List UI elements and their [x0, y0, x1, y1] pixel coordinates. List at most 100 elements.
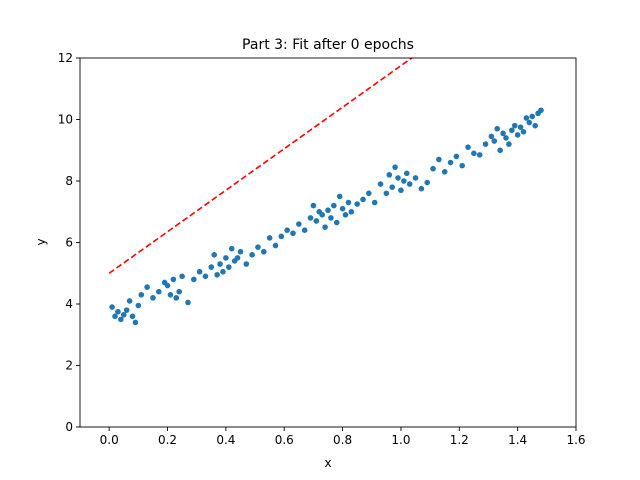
y-tick-label: 12 — [58, 51, 73, 65]
data-point — [120, 311, 127, 318]
plot-frame — [79, 57, 577, 428]
data-point — [243, 261, 250, 267]
data-point — [503, 135, 509, 141]
data-point — [176, 288, 182, 295]
data-point — [412, 175, 419, 181]
x-axis-ticks: 0.0 0.2 0.4 0.6 0.8 1.0 1.2 1.4 1.6 — [100, 427, 586, 447]
data-point — [223, 255, 229, 261]
data-point — [424, 179, 431, 186]
data-point — [339, 205, 346, 212]
data-point — [296, 221, 302, 227]
data-point — [115, 308, 121, 315]
data-point — [261, 248, 267, 255]
data-point — [190, 276, 197, 283]
data-point — [383, 190, 390, 197]
plot-marks — [108, 58, 544, 326]
x-tick-label: 1.6 — [566, 433, 585, 447]
data-point — [313, 218, 320, 224]
data-point — [526, 119, 533, 126]
y-tick-label: 10 — [58, 113, 73, 127]
data-point — [506, 141, 512, 147]
data-point — [272, 242, 279, 249]
data-point — [196, 268, 203, 275]
data-point — [173, 295, 180, 301]
data-point — [129, 313, 136, 320]
x-axis-label: x — [324, 456, 331, 470]
data-point — [482, 141, 489, 147]
data-point — [494, 125, 501, 132]
data-point — [403, 170, 410, 177]
y-tick-label: 8 — [65, 174, 73, 188]
data-point — [211, 252, 218, 258]
data-point — [322, 224, 328, 230]
y-axis-ticks: 0 2 4 6 8 10 12 — [58, 51, 80, 434]
data-point — [360, 196, 366, 203]
y-tick-label: 4 — [65, 297, 73, 311]
data-point — [301, 227, 308, 233]
data-point — [436, 156, 442, 163]
data-point — [517, 124, 524, 130]
x-tick-label: 1.0 — [391, 433, 410, 447]
data-point — [249, 252, 255, 258]
data-point — [118, 316, 124, 323]
data-point — [208, 264, 215, 270]
data-point — [520, 129, 527, 135]
data-point — [126, 298, 133, 304]
data-point — [202, 273, 209, 280]
data-point — [135, 302, 142, 309]
data-point — [398, 187, 404, 194]
data-point — [220, 268, 226, 275]
data-point — [328, 215, 334, 221]
data-point — [214, 271, 220, 278]
data-point — [150, 295, 156, 301]
data-point — [319, 212, 325, 218]
data-point — [453, 153, 460, 160]
data-point — [348, 208, 355, 215]
data-point — [511, 122, 518, 129]
data-point — [170, 276, 177, 283]
data-point — [237, 248, 244, 255]
data-point — [538, 107, 544, 114]
x-tick-label: 1.4 — [508, 433, 527, 447]
data-point — [290, 230, 296, 237]
data-point — [185, 299, 191, 306]
y-tick-label: 6 — [65, 236, 73, 250]
data-point — [112, 313, 118, 320]
data-point — [532, 122, 538, 129]
data-point — [345, 199, 352, 206]
data-point — [447, 159, 454, 166]
data-point — [529, 113, 536, 120]
y-tick-label: 0 — [65, 420, 73, 434]
x-tick-label: 0.4 — [216, 433, 235, 447]
data-point — [371, 199, 378, 206]
x-tick-label: 1.2 — [450, 433, 469, 447]
data-point — [164, 282, 171, 289]
data-point — [366, 190, 372, 197]
data-point — [331, 202, 337, 209]
data-point — [491, 138, 498, 144]
data-point — [523, 115, 530, 121]
plot-area — [79, 57, 577, 428]
data-point — [109, 304, 115, 310]
y-tick-label: 2 — [65, 359, 73, 373]
data-point — [226, 264, 232, 270]
x-tick-label: 0.8 — [333, 433, 352, 447]
data-point — [465, 144, 471, 150]
data-point — [406, 181, 413, 187]
data-point — [509, 127, 515, 134]
data-point — [418, 185, 425, 192]
data-point — [395, 175, 401, 181]
data-point — [123, 307, 130, 313]
data-point — [278, 233, 285, 240]
data-point — [217, 261, 223, 267]
x-tick-label: 0.6 — [275, 433, 294, 447]
data-point — [336, 193, 343, 200]
data-point — [441, 168, 448, 175]
data-point — [155, 288, 162, 295]
data-point — [471, 150, 477, 157]
data-point — [310, 202, 317, 209]
data-point — [392, 164, 398, 170]
data-point — [401, 178, 407, 184]
data-point — [255, 244, 261, 250]
data-point — [497, 147, 503, 154]
